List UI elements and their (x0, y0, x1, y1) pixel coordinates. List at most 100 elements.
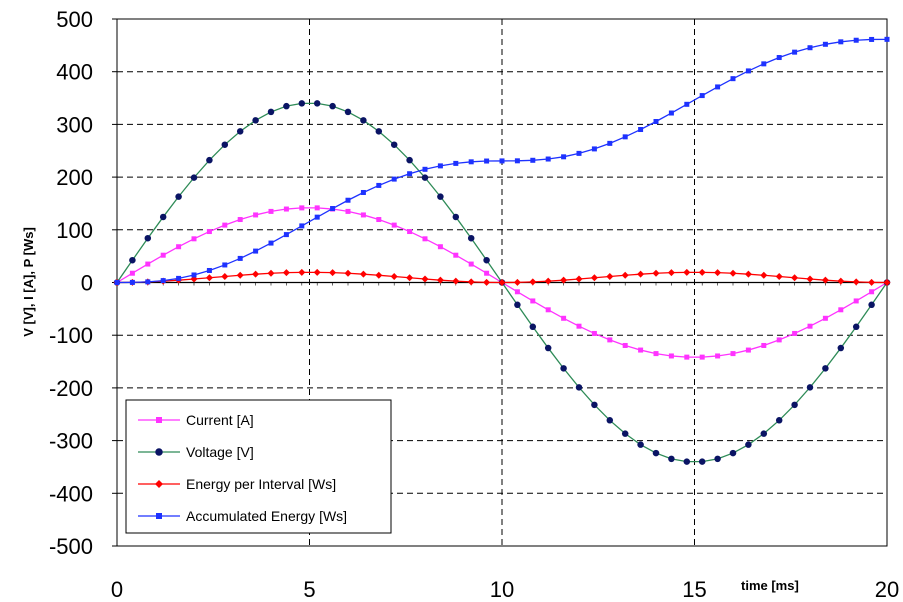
data-point (252, 117, 259, 124)
data-point (299, 223, 305, 229)
data-point (283, 102, 290, 110)
data-point (483, 256, 490, 264)
data-point (852, 323, 860, 331)
data-point (530, 298, 536, 304)
data-point (145, 279, 151, 285)
data-point (869, 36, 875, 42)
data-point (760, 271, 768, 279)
data-point (175, 193, 182, 200)
data-point (638, 127, 644, 133)
data-point (822, 41, 828, 47)
data-point (191, 236, 197, 242)
data-point (468, 261, 474, 267)
data-point (360, 212, 366, 218)
series-3 (114, 36, 890, 285)
data-point (391, 176, 397, 182)
data-point (715, 84, 721, 90)
data-point (730, 76, 736, 82)
data-point (868, 301, 875, 309)
data-point (807, 323, 813, 329)
data-point (853, 37, 859, 43)
data-point (575, 384, 583, 391)
data-point (160, 252, 166, 258)
data-point (345, 197, 351, 203)
data-point (683, 458, 691, 465)
y-tick-label: -100 (49, 323, 93, 348)
data-point (806, 275, 814, 283)
data-point (544, 277, 552, 285)
data-point (852, 278, 860, 286)
x-tick-label: 5 (303, 577, 315, 602)
legend-marker (155, 448, 163, 456)
data-point (221, 272, 229, 280)
data-point (792, 49, 798, 55)
data-point (498, 279, 506, 286)
data-point (422, 166, 428, 172)
data-point (514, 289, 520, 295)
data-point (622, 134, 628, 140)
y-tick-label: 400 (56, 60, 93, 85)
data-point (253, 212, 259, 218)
data-point (744, 270, 752, 278)
data-point (437, 163, 443, 169)
data-point (407, 229, 413, 235)
series-group (113, 36, 891, 465)
x-tick-label: 10 (490, 577, 514, 602)
data-point (391, 222, 397, 228)
data-point (499, 158, 505, 164)
x-tick-labels: 0 5 10 15 20 (111, 577, 899, 602)
data-point (591, 401, 598, 409)
data-point (452, 277, 460, 285)
data-point (129, 279, 135, 285)
data-point (237, 255, 243, 261)
data-point (560, 365, 567, 372)
data-point (822, 315, 828, 321)
data-point (390, 272, 398, 280)
data-point (484, 270, 490, 276)
data-point (714, 269, 722, 277)
data-point (590, 274, 598, 282)
data-point (437, 193, 444, 200)
data-point (699, 354, 705, 360)
data-point (869, 289, 875, 295)
data-point (883, 279, 891, 286)
data-point (452, 213, 460, 221)
data-point (545, 156, 551, 162)
data-point (484, 158, 490, 164)
data-point (668, 353, 674, 359)
data-point (298, 268, 306, 276)
data-point (236, 271, 244, 279)
data-point (144, 234, 152, 242)
data-point (637, 441, 644, 448)
y-tick-labels: 500 400 300 200 100 0 -100 -200 -300 -400 -500 (49, 7, 93, 559)
data-point (776, 337, 782, 343)
legend-entry: Voltage [V] (186, 444, 254, 460)
data-point (268, 240, 274, 246)
data-point (514, 158, 520, 164)
data-point (407, 171, 413, 177)
data-point (206, 156, 213, 164)
data-point (237, 217, 243, 223)
data-point (390, 141, 398, 148)
data-point (329, 102, 336, 110)
data-point (406, 274, 414, 282)
data-point (729, 269, 737, 277)
y-tick-label: -300 (49, 429, 93, 454)
data-point (375, 128, 383, 135)
x-axis-label: time [ms] (741, 578, 799, 593)
data-point (638, 347, 644, 353)
y-tick-label: 300 (56, 112, 93, 137)
data-point (282, 269, 290, 277)
data-point (283, 232, 289, 238)
data-point (776, 55, 782, 61)
data-point (421, 275, 429, 283)
data-point (529, 323, 537, 331)
data-point (206, 267, 212, 273)
data-point (792, 330, 798, 336)
data-point (607, 337, 613, 343)
data-point (513, 278, 521, 286)
legend-marker (156, 513, 162, 519)
legend-box (125, 399, 392, 534)
data-point (421, 174, 429, 181)
x-tick-label: 0 (111, 577, 123, 602)
